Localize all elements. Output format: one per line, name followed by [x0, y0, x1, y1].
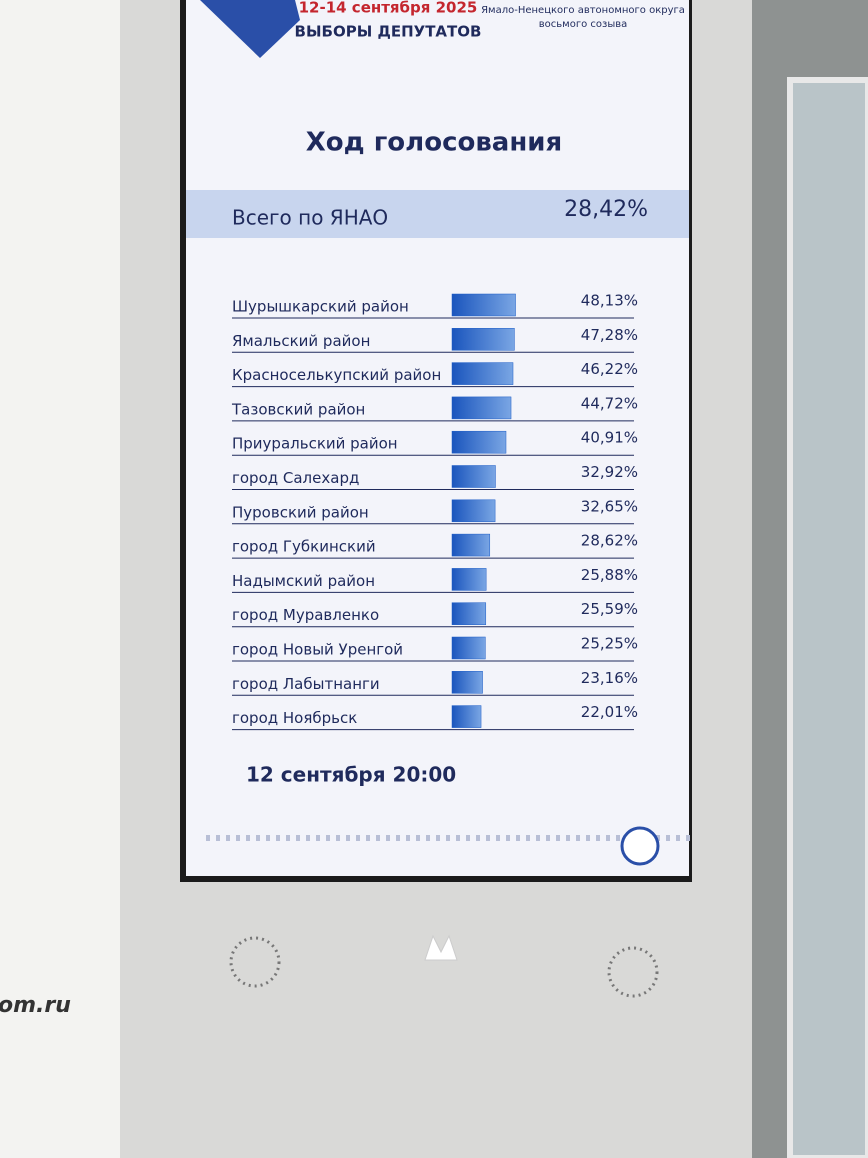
category-label: Пуровский район: [232, 503, 369, 521]
bar: [451, 671, 483, 694]
logo: [200, 0, 300, 58]
bar: [451, 533, 491, 557]
screen-logo: [620, 826, 660, 866]
bar: [451, 705, 482, 728]
category-label: Шурышкарский район: [232, 298, 409, 316]
category-label: город Губкинский: [232, 538, 376, 556]
bar: [451, 293, 516, 317]
bar: [451, 328, 515, 351]
banner-text: om.ru: [0, 993, 71, 1018]
category-label: город Новый Уренгой: [232, 641, 403, 659]
value-label: 47,28%: [581, 326, 638, 344]
speaker: [607, 946, 659, 998]
value-label: 40,91%: [581, 429, 638, 447]
kiosk-logo: [424, 934, 458, 961]
total-value: 28,42%: [564, 197, 648, 222]
glass-door: [787, 77, 868, 1158]
header-dates: 12-14 сентября 2025: [299, 0, 478, 17]
bar: [451, 499, 496, 523]
speaker: [229, 936, 281, 988]
value-label: 48,13%: [581, 292, 638, 310]
category-label: город Ноябрьск: [232, 709, 357, 727]
value-label: 25,88%: [581, 566, 638, 584]
footnote: 12 сентября 20:00: [246, 763, 456, 787]
value-label: 25,25%: [581, 635, 638, 653]
category-label: Тазовский район: [231, 400, 365, 418]
value-label: 23,16%: [581, 669, 638, 687]
value-label: 28,62%: [581, 532, 638, 550]
bar: [451, 636, 486, 660]
chart-title: Ход голосования: [306, 128, 562, 158]
total-label: Всего по ЯНАО: [232, 206, 388, 230]
bar: [451, 362, 514, 385]
category-label: Надымский район: [232, 572, 375, 590]
total-band: [186, 190, 689, 238]
bar: [451, 430, 507, 454]
value-label: 32,92%: [581, 463, 638, 481]
header-body: восьмого созыва: [539, 19, 627, 30]
category-label: Красноселькупский район: [232, 366, 441, 384]
value-label: 25,59%: [581, 600, 638, 618]
header-event: ВЫБОРЫ ДЕПУТАТОВ: [295, 23, 482, 41]
category-label: город Муравленко: [232, 606, 379, 624]
bar: [451, 602, 487, 625]
category-label: город Лабытнанги: [232, 675, 380, 693]
bar: [451, 465, 496, 488]
category-label: Приуральский район: [232, 435, 398, 453]
value-label: 22,01%: [581, 703, 638, 721]
bar: [451, 568, 487, 591]
header-body: Ямало-Ненецкого автономного округа: [481, 5, 685, 16]
value-label: 32,65%: [581, 497, 638, 515]
category-label: Ямальский район: [232, 332, 370, 350]
value-label: 44,72%: [581, 394, 638, 412]
category-label: город Салехард: [232, 469, 359, 487]
value-label: 46,22%: [581, 360, 638, 378]
bar: [451, 396, 512, 420]
